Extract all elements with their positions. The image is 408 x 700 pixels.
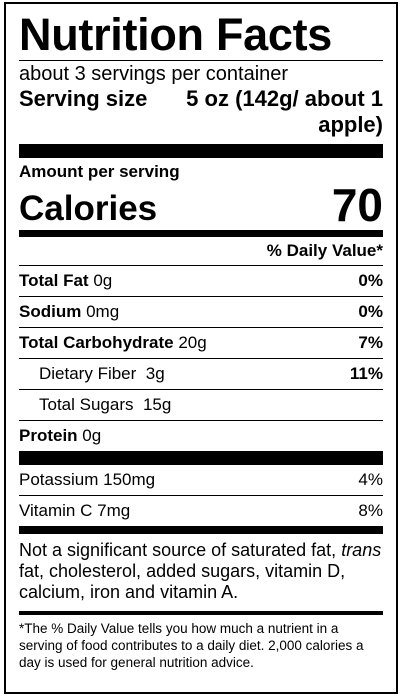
- nutrient-name: Dietary Fiber: [39, 364, 137, 383]
- not-significant-source-note: Not a significant source of saturated fa…: [19, 540, 383, 603]
- vitamin-amount: 150mg: [103, 470, 156, 489]
- nutrient-row-protein: Protein 0g: [19, 420, 383, 451]
- medium-divider: [19, 611, 383, 615]
- serving-size-label: Serving size: [19, 86, 148, 111]
- nutrient-row-sodium: Sodium 0mg 0%: [19, 296, 383, 327]
- nutrient-amount: 20g: [178, 333, 207, 352]
- vitamin-row-vitamin-c: Vitamin C 7mg 8%: [19, 495, 383, 526]
- nutrient-name: Total Carbohydrate: [19, 333, 174, 352]
- nutrient-row-total-fat: Total Fat 0g 0%: [19, 265, 383, 296]
- label-title: Nutrition Facts: [19, 9, 333, 60]
- nutrient-amount: 0g: [93, 271, 113, 290]
- vitamin-dv: 4%: [358, 470, 383, 489]
- servings-per-container: about 3 servings per container: [19, 63, 289, 85]
- nutrient-dv: 0%: [358, 302, 383, 321]
- nutrition-facts-label: Nutrition Facts about 3 servings per con…: [4, 2, 398, 694]
- vitamin-dv: 8%: [358, 501, 383, 520]
- nutrient-name: Total Sugars: [39, 395, 134, 414]
- divider: [19, 60, 383, 61]
- daily-value-footnote: *The % Daily Value tells you how much a …: [19, 621, 364, 670]
- nutrient-dv: 11%: [349, 364, 383, 383]
- thick-divider: [19, 451, 383, 465]
- nutrient-row-total-carbohydrate: Total Carbohydrate 20g 7%: [19, 327, 383, 358]
- calories-row: Calories 70: [19, 182, 383, 228]
- nutrient-name: Total Fat: [19, 271, 89, 290]
- nutrient-name: Protein: [19, 426, 78, 445]
- nutrient-amount: 3g: [145, 364, 165, 383]
- serving-size-row: Serving size 5 oz (142g/ about 1 apple): [19, 86, 383, 138]
- note-suffix: fat, cholesterol, added sugars, vitamin …: [19, 561, 346, 602]
- vitamin-amount: 7mg: [97, 501, 131, 520]
- vitamin-name: Vitamin C: [19, 501, 93, 520]
- nutrient-row-total-sugars: Total Sugars 15g: [19, 389, 383, 420]
- daily-value-header: % Daily Value*: [266, 241, 383, 260]
- amount-per-serving: Amount per serving: [19, 162, 180, 181]
- nutrient-amount: 15g: [142, 395, 172, 414]
- calories-value: 70: [331, 179, 383, 231]
- nutrient-amount: 0g: [82, 426, 102, 445]
- nutrient-name: Sodium: [19, 302, 82, 321]
- thick-divider: [19, 144, 383, 158]
- nutrient-dv: 0%: [358, 271, 383, 290]
- nutrient-row-dietary-fiber: Dietary Fiber 3g 11%: [19, 358, 383, 389]
- vitamin-row-potassium: Potassium 150mg 4%: [19, 465, 383, 495]
- medium-divider: [19, 230, 383, 237]
- serving-size-value: 5 oz (142g/ about 1 apple): [186, 86, 383, 137]
- note-prefix: Not a significant source of saturated fa…: [19, 540, 337, 560]
- nutrient-amount: 0mg: [86, 302, 120, 321]
- medium-divider: [19, 526, 383, 534]
- note-trans: trans: [341, 540, 382, 560]
- calories-label: Calories: [19, 189, 158, 228]
- vitamin-name: Potassium: [19, 470, 99, 489]
- nutrient-dv: 7%: [358, 333, 383, 352]
